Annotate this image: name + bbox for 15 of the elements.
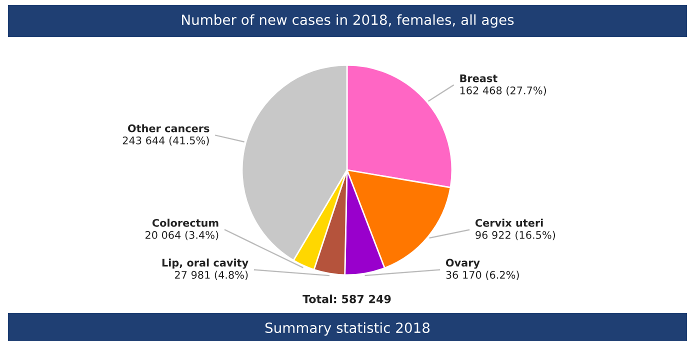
text: Total: 587 249 bbox=[302, 294, 391, 304]
slice-label: Ovary bbox=[446, 258, 480, 269]
data-label: 162 468 (27.7%) bbox=[460, 86, 546, 96]
slice-label: Colorectum bbox=[152, 218, 218, 227]
text: Summary statistic 2018 bbox=[265, 322, 430, 336]
slice-label: Lip, oral cavity bbox=[162, 258, 248, 269]
data-label: 36 170 (6.2%) bbox=[446, 270, 519, 280]
slice-label: Breast bbox=[460, 74, 498, 82]
data-label: 20 064 (3.4%) bbox=[145, 230, 218, 240]
slice-label: Other cancers bbox=[128, 124, 210, 132]
data-label: 96 922 (16.5%) bbox=[476, 230, 556, 240]
slice-label: Cervix uteri bbox=[475, 218, 543, 227]
chart-title: Number of new cases in 2018, females, all ages bbox=[182, 14, 514, 28]
data-label: 243 644 (41.5%) bbox=[122, 136, 209, 146]
data-label: 27 981 (4.8%) bbox=[174, 270, 248, 280]
